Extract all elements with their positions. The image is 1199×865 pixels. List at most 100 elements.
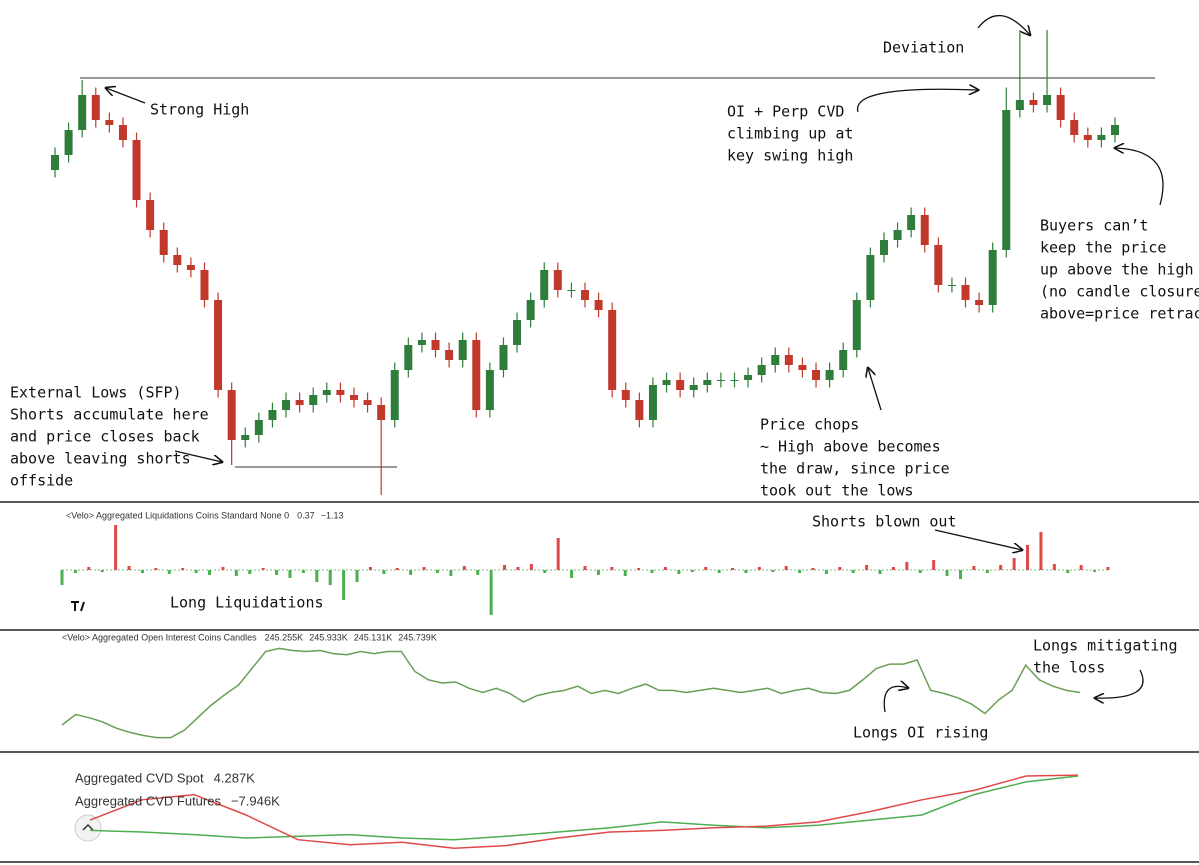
liquidation-bar	[811, 568, 815, 570]
annotation: External Lows (SFP)	[10, 384, 182, 402]
annotation: took out the lows	[760, 482, 914, 500]
candle-body	[458, 340, 467, 360]
annotation: key swing high	[727, 147, 853, 165]
liquidation-bar	[114, 525, 118, 570]
panel-title: <Velo> Aggregated Open Interest Coins Ca…	[62, 632, 257, 642]
liquidation-bar	[623, 570, 627, 576]
candle-body	[716, 380, 725, 381]
liquidation-bar	[610, 567, 614, 570]
arrow	[977, 14, 1030, 35]
legend-value: 4.287K	[214, 770, 256, 785]
candle-body	[567, 290, 576, 291]
annotation: Price chops	[760, 416, 859, 434]
annotation: OI + Perp CVD	[727, 103, 844, 121]
liquidation-bar	[288, 570, 292, 578]
candle-body	[146, 200, 155, 230]
tv-logo	[68, 597, 102, 842]
liquidation-bar	[744, 570, 748, 573]
liquidation-bar	[878, 570, 882, 574]
liquidation-bar	[650, 570, 654, 573]
annotation: climbing up at	[727, 125, 853, 143]
liquidation-bar	[918, 570, 922, 573]
candle-body	[1083, 135, 1092, 140]
panel-title: <Velo> Aggregated Liquidations Coins Sta…	[66, 510, 289, 520]
liquidation-bar	[958, 570, 962, 579]
liquidation-bar	[1026, 545, 1030, 570]
liquidation-bar	[771, 570, 775, 572]
legend-value: 0.37	[297, 510, 315, 520]
logo-box	[68, 597, 90, 615]
liquidation-bar	[87, 567, 91, 570]
candle-body	[648, 385, 657, 420]
candle-body	[349, 395, 358, 400]
annotation: (no candle closures	[1040, 283, 1199, 301]
liquidation-bar	[529, 564, 533, 570]
candle-body	[227, 390, 236, 440]
liquidation-bar	[194, 570, 198, 573]
liquidation-bar	[704, 567, 708, 570]
candle-body	[254, 420, 263, 435]
candle-body	[186, 265, 195, 270]
candle-body	[662, 380, 671, 385]
candle-body	[920, 215, 929, 245]
liquidation-bar	[731, 568, 735, 570]
candle-body	[1056, 95, 1065, 120]
candle-body	[499, 345, 508, 370]
arrow	[868, 368, 882, 411]
candle-body	[1029, 100, 1038, 105]
legend-name: Aggregated CVD Spot	[75, 770, 204, 785]
candle-body	[445, 350, 454, 360]
candle-body	[676, 380, 685, 390]
liquidation-bar	[784, 566, 788, 570]
liquidation-bar	[824, 570, 828, 574]
candle-body	[608, 310, 617, 390]
annotation: above=price retrace)	[1040, 305, 1199, 323]
candle-body	[947, 285, 956, 286]
candle-body	[893, 230, 902, 240]
annotation: Longs mitigating	[1033, 637, 1178, 655]
candle-body	[404, 345, 413, 370]
candle-body	[1097, 135, 1106, 140]
liquidation-bar	[1066, 570, 1070, 573]
liquidation-bar	[985, 570, 989, 573]
candle-body	[825, 370, 834, 380]
candle-body	[51, 155, 59, 170]
candle-body	[581, 290, 589, 300]
arrow	[856, 89, 978, 113]
scroll-button[interactable]	[74, 814, 102, 842]
annotation: Shorts accumulate here	[10, 406, 209, 424]
annotation: Buyers can’t	[1040, 217, 1148, 235]
legend-value: −7.946K	[231, 793, 280, 808]
candle-body	[118, 125, 127, 140]
liquidation-bar	[865, 565, 869, 570]
candle-body	[513, 320, 522, 345]
liquidation-bar	[368, 567, 372, 570]
arrow	[106, 88, 146, 104]
logo-glyph	[71, 601, 85, 612]
candle-body	[879, 240, 888, 255]
liquidation-bar	[972, 566, 976, 570]
liquidation-bar	[1106, 567, 1110, 570]
candle-body	[431, 340, 440, 350]
candle-body	[784, 355, 793, 365]
legend-value: −1.13	[321, 510, 344, 520]
series-line	[61, 647, 1081, 739]
series-line	[89, 774, 1079, 849]
liquidation-bar	[663, 567, 667, 570]
candle-body	[839, 350, 848, 370]
liquidation-bar	[932, 560, 936, 570]
liquidation-bar	[717, 570, 721, 573]
candle-body	[798, 365, 807, 370]
liquidation-bar	[556, 538, 560, 570]
liquidation-bar	[181, 568, 185, 570]
annotation: Longs OI rising	[853, 724, 988, 742]
candle-body	[132, 140, 141, 200]
liquidation-bar	[1093, 570, 1097, 572]
liquidation-bar	[503, 565, 507, 570]
liquidation-bar	[798, 570, 802, 573]
candle-body	[757, 365, 766, 375]
candle-body	[594, 300, 603, 310]
liquidation-bar	[838, 567, 842, 570]
series-line	[89, 775, 1079, 841]
